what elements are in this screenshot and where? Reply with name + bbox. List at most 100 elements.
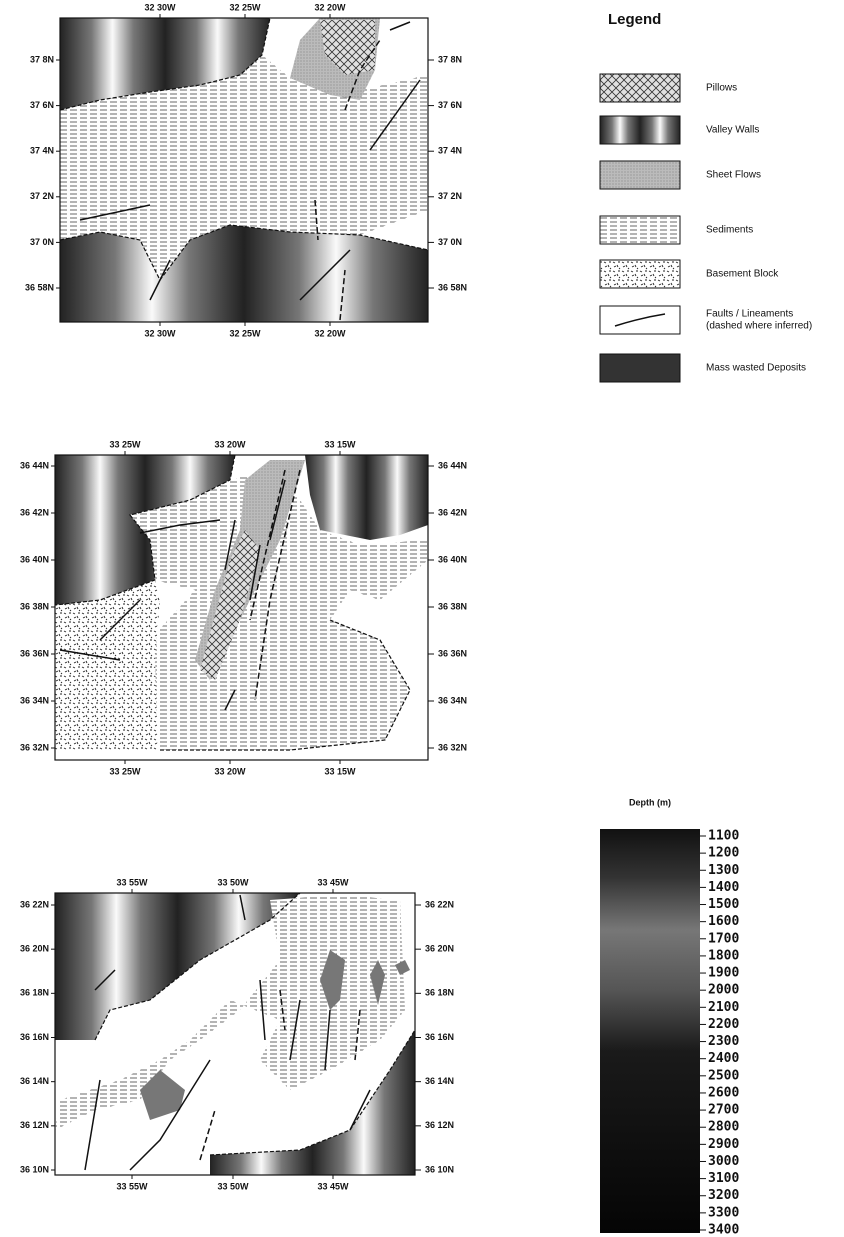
depth-label: 2900 — [708, 1137, 739, 1152]
bottom-tick-label: 33 50W — [217, 1181, 249, 1191]
depth-label: 2000 — [708, 983, 739, 998]
depth-label: 2100 — [708, 1000, 739, 1015]
left-tick-label: 37 2N — [30, 191, 54, 201]
right-tick-label: 37 6N — [438, 100, 462, 110]
left-tick-label: 36 34N — [20, 695, 49, 705]
right-tick-label: 36 10N — [425, 1164, 454, 1174]
left-tick-label: 36 20N — [20, 944, 49, 954]
depth-label: 2500 — [708, 1068, 739, 1083]
legend-label: Pillows — [706, 83, 737, 94]
depth-label: 1600 — [708, 914, 739, 929]
depth-label: 3100 — [708, 1171, 739, 1186]
depth-label: 1900 — [708, 966, 739, 981]
depth-label: 2400 — [708, 1051, 739, 1066]
depth-label: 3400 — [708, 1223, 739, 1237]
legend-swatch — [600, 161, 680, 189]
map-3 — [55, 893, 415, 1175]
depth-title: Depth (m) — [629, 797, 671, 807]
legend-note: (dashed where inferred) — [706, 321, 812, 332]
left-tick-label: 36 18N — [20, 988, 49, 998]
right-tick-label: 36 32N — [438, 742, 467, 752]
depth-label: 3300 — [708, 1205, 739, 1220]
left-tick-label: 36 36N — [20, 648, 49, 658]
legend-label: Mass wasted Deposits — [706, 363, 806, 374]
depth-label: 1200 — [708, 846, 739, 861]
depth-scale: Depth (m) — [600, 797, 700, 1233]
top-tick-label: 33 55W — [116, 877, 148, 887]
right-tick-label: 36 14N — [425, 1076, 454, 1086]
top-tick-label: 33 20W — [214, 439, 246, 449]
right-tick-label: 36 12N — [425, 1120, 454, 1130]
legend-swatch — [600, 260, 680, 288]
map-1 — [60, 18, 428, 322]
right-tick-label: 36 20N — [425, 944, 454, 954]
depth-label: 1800 — [708, 948, 739, 963]
legend-label: Basement Block — [706, 269, 779, 280]
right-tick-label: 36 18N — [425, 988, 454, 998]
depth-label: 1700 — [708, 931, 739, 946]
left-tick-label: 36 10N — [20, 1164, 49, 1174]
legend-swatch — [600, 306, 680, 334]
legend-swatch — [600, 216, 680, 244]
left-tick-label: 36 14N — [20, 1076, 49, 1086]
right-tick-label: 36 16N — [425, 1032, 454, 1042]
depth-label: 2600 — [708, 1085, 739, 1100]
depth-label: 1400 — [708, 880, 739, 895]
left-tick-label: 37 4N — [30, 146, 54, 156]
depth-label: 1500 — [708, 897, 739, 912]
figure: Legend Pillows Valley Walls Sheet Flows Sed… — [0, 0, 844, 1237]
legend-label: Sheet Flows — [706, 170, 761, 181]
depth-label: 3200 — [708, 1188, 739, 1203]
left-tick-label: 36 38N — [20, 601, 49, 611]
legend-label: Valley Walls — [706, 125, 759, 136]
depth-label: 2200 — [708, 1017, 739, 1032]
legend-label: Sediments — [706, 225, 753, 236]
top-tick-label: 32 20W — [314, 2, 346, 12]
legend-swatch — [600, 74, 680, 102]
right-tick-label: 36 38N — [438, 601, 467, 611]
legend-title: Legend — [608, 11, 661, 28]
top-tick-label: 33 25W — [109, 439, 141, 449]
left-tick-label: 36 40N — [20, 554, 49, 564]
bottom-tick-label: 32 30W — [144, 328, 176, 338]
bottom-tick-label: 33 45W — [317, 1181, 349, 1191]
left-tick-label: 36 44N — [20, 460, 49, 470]
right-tick-label: 36 42N — [438, 507, 467, 517]
bottom-tick-label: 33 20W — [214, 766, 246, 776]
depth-bar — [600, 829, 700, 1233]
bottom-tick-label: 33 25W — [109, 766, 141, 776]
right-tick-label: 37 4N — [438, 146, 462, 156]
left-tick-label: 36 42N — [20, 507, 49, 517]
left-tick-label: 37 8N — [30, 54, 54, 64]
bottom-tick-label: 32 20W — [314, 328, 346, 338]
left-tick-label: 36 58N — [25, 282, 54, 292]
depth-label: 1100 — [708, 829, 739, 844]
depth-label: 2300 — [708, 1034, 739, 1049]
bottom-tick-label: 33 55W — [116, 1181, 148, 1191]
right-tick-label: 37 2N — [438, 191, 462, 201]
right-tick-label: 36 40N — [438, 554, 467, 564]
left-tick-label: 36 12N — [20, 1120, 49, 1130]
right-tick-label: 37 0N — [438, 237, 462, 247]
top-tick-label: 32 25W — [229, 2, 261, 12]
depth-label: 3000 — [708, 1154, 739, 1169]
right-tick-label: 36 44N — [438, 460, 467, 470]
left-tick-label: 36 22N — [20, 899, 49, 909]
legend-items: Pillows Valley Walls Sheet Flows Sediments B… — [600, 74, 812, 382]
left-tick-label: 36 32N — [20, 742, 49, 752]
bottom-tick-label: 33 15W — [324, 766, 356, 776]
depth-label: 2800 — [708, 1120, 739, 1135]
right-tick-label: 37 8N — [438, 54, 462, 64]
right-tick-label: 36 22N — [425, 899, 454, 909]
top-tick-label: 33 50W — [217, 877, 249, 887]
depth-label: 2700 — [708, 1103, 739, 1118]
legend-swatch — [600, 116, 680, 144]
left-tick-label: 37 0N — [30, 237, 54, 247]
top-tick-label: 33 15W — [324, 439, 356, 449]
depth-label: 1300 — [708, 863, 739, 878]
bottom-tick-label: 32 25W — [229, 328, 261, 338]
left-tick-label: 36 16N — [20, 1032, 49, 1042]
legend-swatch — [600, 354, 680, 382]
legend-label: Faults / Lineaments — [706, 309, 793, 320]
map-2 — [55, 455, 428, 760]
